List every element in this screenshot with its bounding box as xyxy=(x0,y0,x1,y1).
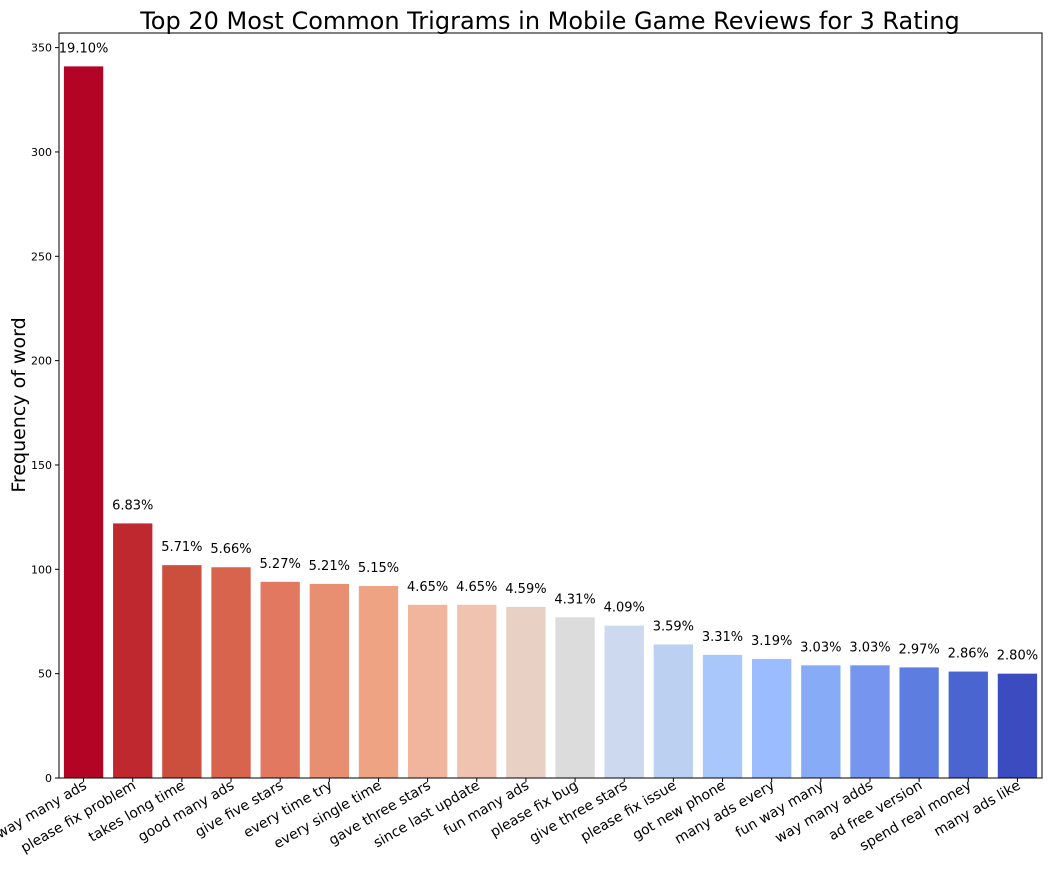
y-tick-label: 200 xyxy=(31,355,52,368)
bar xyxy=(260,581,300,778)
bar xyxy=(604,625,644,778)
data-label: 5.21% xyxy=(309,559,350,574)
data-label: 3.59% xyxy=(653,619,694,634)
data-label: 4.65% xyxy=(407,580,448,595)
data-label: 2.97% xyxy=(898,642,939,657)
bar xyxy=(63,66,104,779)
y-axis-label: Frequency of word xyxy=(8,317,30,492)
bar xyxy=(358,586,399,778)
data-label: 3.31% xyxy=(702,630,743,645)
y-tick-label: 150 xyxy=(31,459,52,472)
data-label: 4.65% xyxy=(456,580,497,595)
y-ticks-group: 0 50 100 150 200 250 300 350 xyxy=(31,42,59,785)
data-label: 4.59% xyxy=(505,582,546,597)
y-tick-label: 0 xyxy=(45,772,52,785)
data-label: 5.15% xyxy=(358,561,399,576)
bar xyxy=(997,673,1038,778)
data-label: 19.10% xyxy=(59,41,109,56)
y-tick-label: 350 xyxy=(31,42,52,55)
data-label: 3.19% xyxy=(751,634,792,649)
bar xyxy=(506,606,546,778)
bar xyxy=(899,667,939,778)
bar xyxy=(211,567,251,778)
data-label: 5.27% xyxy=(260,557,301,572)
y-tick-label: 250 xyxy=(31,250,52,263)
bar xyxy=(555,617,595,778)
data-label: 2.80% xyxy=(997,649,1038,664)
bars-group xyxy=(63,66,1038,779)
bar xyxy=(850,665,890,778)
y-tick-label: 100 xyxy=(31,563,52,576)
bar xyxy=(162,565,202,778)
bar xyxy=(113,523,153,778)
bar xyxy=(653,644,694,778)
data-label: 4.31% xyxy=(554,592,595,607)
data-label: 6.83% xyxy=(112,498,153,513)
data-label: 3.03% xyxy=(849,640,890,655)
bar xyxy=(309,583,349,778)
bar xyxy=(801,665,841,778)
bar xyxy=(407,604,448,778)
y-tick-label: 50 xyxy=(38,668,52,681)
data-label: 2.86% xyxy=(948,647,989,662)
bar xyxy=(702,654,743,778)
data-label: 5.71% xyxy=(161,540,202,555)
chart-title: Top 20 Most Common Trigrams in Mobile Ga… xyxy=(139,7,960,35)
data-label: 3.03% xyxy=(800,640,841,655)
x-tick-label: many ads like xyxy=(931,778,1023,840)
data-labels-group: 19.10% 6.83% 5.71% 5.66% 5.27% 5.21% 5.15% 4.65… xyxy=(59,41,1038,663)
data-label: 4.09% xyxy=(604,601,645,616)
bar xyxy=(752,659,792,778)
data-label: 5.66% xyxy=(210,542,251,557)
plot-frame xyxy=(58,32,1043,779)
bar xyxy=(457,604,497,778)
bar xyxy=(948,671,988,778)
y-tick-label: 300 xyxy=(31,146,52,159)
